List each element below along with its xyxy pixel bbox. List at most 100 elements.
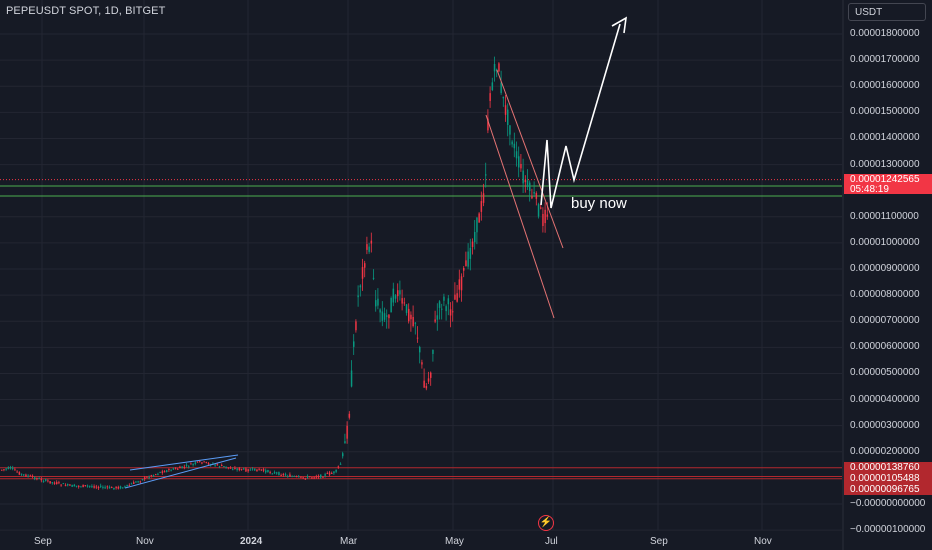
candle-body — [126, 484, 128, 486]
x-axis-label: Sep — [650, 536, 668, 547]
candle-body — [449, 309, 452, 316]
candle-body — [386, 315, 388, 317]
candle-body — [460, 276, 463, 291]
candle-body — [214, 464, 216, 466]
candle-body — [353, 341, 355, 347]
candle-body — [309, 476, 311, 478]
candle-body — [331, 472, 333, 474]
candle-body — [337, 466, 340, 468]
candle-body — [480, 201, 483, 212]
candle-body — [306, 476, 309, 478]
candle-body — [86, 485, 89, 487]
candle-body — [280, 475, 282, 477]
candle-body — [221, 465, 223, 467]
candle-body — [247, 469, 249, 472]
candle-body — [155, 474, 157, 476]
lightning-icon[interactable]: ⚡ — [538, 515, 554, 531]
candle-body — [342, 453, 344, 457]
candle-body — [544, 209, 546, 224]
candle-body — [304, 478, 307, 480]
channel-lower-line — [124, 457, 237, 489]
candle-body — [245, 468, 247, 472]
candle-body — [359, 285, 362, 288]
candle-body — [80, 486, 82, 488]
candle-body — [260, 469, 263, 471]
candle-body — [205, 461, 208, 463]
candle-body — [507, 109, 509, 125]
candle-body — [454, 294, 456, 300]
candle-body — [271, 473, 274, 475]
candle-body — [128, 485, 131, 487]
y-axis-label: 0.00001800000 — [850, 28, 920, 40]
candle-body — [350, 370, 353, 387]
y-axis-label: 0.00001600000 — [850, 80, 920, 92]
candle-body — [300, 476, 302, 478]
candle-body — [82, 484, 84, 488]
current-price-tag: 0.00001242565 05:48:19 — [844, 174, 932, 195]
candle-body — [485, 174, 487, 176]
candle-body — [518, 156, 520, 168]
candle-body — [502, 96, 505, 99]
candle-body — [397, 290, 399, 297]
candle-body — [38, 478, 40, 480]
candle-body — [405, 304, 408, 313]
candle-body — [115, 486, 117, 489]
candle-body — [9, 467, 12, 469]
candle-body — [117, 486, 120, 489]
candle-body — [137, 481, 139, 483]
candle-body — [370, 240, 373, 244]
candle-body — [256, 469, 258, 472]
candle-body — [218, 466, 221, 468]
price-tag-level-1: 0.00000138760 — [844, 462, 932, 473]
candle-body — [179, 466, 181, 469]
y-axis-label: 0.00000200000 — [850, 445, 920, 457]
y-axis-label: 0.00000600000 — [850, 341, 920, 353]
y-axis-label: 0.00000800000 — [850, 289, 920, 301]
y-axis-label: −0.00000000000 — [850, 498, 926, 509]
x-axis-label: Mar — [340, 536, 358, 547]
candle-body — [223, 465, 225, 467]
candle-body — [141, 479, 144, 481]
candle-body — [491, 82, 494, 91]
candle-body — [392, 288, 395, 303]
candle-body — [366, 244, 368, 250]
candle-body — [42, 481, 45, 483]
candle-body — [335, 469, 337, 472]
candle-body — [529, 182, 531, 192]
candle-body — [51, 482, 54, 484]
candle-body — [403, 302, 406, 304]
candle-body — [302, 477, 304, 479]
candle-body — [122, 487, 124, 489]
candle-body — [196, 461, 199, 463]
candle-body — [100, 485, 102, 487]
candle-body — [269, 471, 271, 473]
x-axis-label: Nov — [754, 536, 772, 547]
candle-body — [471, 241, 474, 248]
candle-body — [49, 481, 51, 484]
candle-body — [273, 472, 276, 474]
candle-body — [192, 463, 194, 465]
candle-body — [416, 337, 419, 339]
candle-body — [31, 475, 34, 477]
candle-body — [293, 475, 296, 477]
candle-body — [1, 469, 3, 471]
candle-body — [40, 478, 43, 481]
candle-body — [106, 486, 109, 488]
candle-body — [533, 191, 535, 194]
candle-body — [262, 469, 265, 471]
candle-body — [45, 479, 47, 481]
candle-body — [5, 468, 7, 470]
projection-path — [540, 23, 621, 209]
currency-button[interactable]: USDT — [848, 3, 926, 21]
candle-body — [401, 298, 403, 304]
wedge-lower-line — [485, 114, 555, 319]
candle-body — [383, 313, 386, 320]
candle-body — [56, 482, 58, 485]
candle-body — [183, 466, 186, 468]
candle-body — [16, 471, 18, 473]
candle-body — [520, 163, 522, 169]
candle-body — [27, 475, 29, 477]
candle-body — [172, 468, 175, 470]
candle-body — [434, 319, 436, 322]
